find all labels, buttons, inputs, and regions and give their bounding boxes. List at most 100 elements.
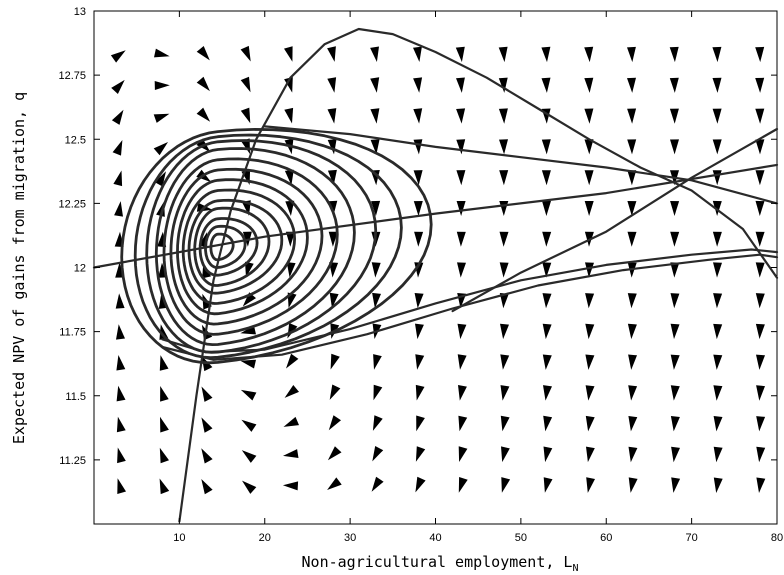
- vector-arrow: [116, 385, 126, 402]
- vector-arrow: [712, 77, 722, 93]
- vector-arrow: [329, 292, 339, 309]
- vector-arrow: [627, 77, 636, 93]
- vector-arrow: [670, 231, 680, 247]
- vector-arrow: [457, 323, 467, 340]
- vector-arrow: [542, 262, 552, 278]
- vector-arrow: [713, 385, 723, 401]
- vector-arrow: [456, 77, 465, 93]
- vector-field: [110, 45, 766, 495]
- vector-arrow: [712, 108, 722, 124]
- vector-arrow: [541, 46, 551, 63]
- vector-arrow: [330, 353, 340, 370]
- vector-arrow: [327, 169, 337, 186]
- vector-arrow: [499, 262, 509, 278]
- vector-arrow: [285, 200, 295, 216]
- vector-arrow: [456, 139, 466, 155]
- vector-arrow: [499, 201, 509, 216]
- vector-arrow: [283, 416, 299, 427]
- x-tick-label: 20: [259, 532, 271, 544]
- vector-arrow: [159, 478, 170, 495]
- vector-arrow: [669, 108, 679, 124]
- vector-arrow: [370, 46, 379, 62]
- vector-arrow: [585, 262, 594, 278]
- vector-arrow: [584, 201, 594, 216]
- vector-arrow: [755, 262, 765, 278]
- vector-arrow: [501, 477, 511, 493]
- y-tick-label: 12.25: [58, 198, 86, 210]
- vector-arrow: [543, 415, 553, 432]
- vector-arrow: [196, 76, 210, 92]
- vector-arrow: [584, 139, 594, 155]
- vector-arrow: [327, 108, 337, 124]
- vector-arrow: [414, 231, 424, 247]
- vector-arrow: [755, 323, 765, 340]
- vector-arrow: [584, 108, 594, 124]
- vector-arrow: [756, 446, 766, 463]
- vector-arrow: [284, 107, 294, 124]
- x-tick-label: 50: [515, 532, 527, 544]
- vector-arrow: [113, 170, 123, 187]
- x-tick-label: 10: [173, 532, 185, 544]
- vector-arrow: [413, 201, 423, 216]
- vector-arrow: [542, 231, 552, 247]
- vector-arrow: [458, 415, 468, 432]
- vector-arrow: [284, 46, 293, 62]
- vector-arrow: [201, 417, 213, 433]
- vector-arrow: [456, 231, 466, 247]
- vector-arrow: [242, 480, 257, 494]
- vector-arrow: [627, 139, 637, 155]
- vector-arrow: [117, 478, 126, 494]
- x-tick-label: 80: [771, 532, 783, 544]
- nullcline-curve: [178, 27, 779, 523]
- vector-arrow: [713, 293, 723, 309]
- vector-arrow: [756, 416, 766, 432]
- x-tick-label: 70: [686, 532, 698, 544]
- vector-arrow: [456, 108, 466, 124]
- vector-arrow: [670, 293, 680, 309]
- vector-arrow: [327, 477, 342, 490]
- nullcline-curve: [92, 163, 779, 269]
- vector-arrow: [670, 139, 679, 155]
- vector-arrow: [245, 261, 254, 278]
- vector-arrow: [713, 323, 723, 340]
- vector-arrow: [415, 446, 426, 462]
- vector-arrow: [114, 201, 123, 217]
- vector-arrow: [670, 201, 680, 216]
- vector-arrow: [153, 113, 170, 123]
- orbit-loop: [145, 139, 378, 354]
- vector-arrow: [413, 77, 423, 93]
- y-axis-ticks: 11.25 11.5 11.75 12 12.25 12.5 12.75 13: [58, 6, 777, 467]
- vector-arrow: [542, 293, 552, 309]
- vector-arrow: [670, 262, 680, 278]
- x-axis-title-subscript: N: [572, 563, 578, 574]
- vector-arrow: [457, 262, 466, 278]
- vector-arrow: [543, 477, 553, 493]
- vector-arrow: [628, 385, 638, 401]
- vector-arrow: [499, 139, 508, 155]
- vector-arrow: [755, 293, 765, 309]
- vector-arrow: [286, 353, 299, 369]
- vector-arrow: [371, 200, 381, 216]
- vector-arrow: [413, 46, 422, 62]
- vector-arrow: [160, 416, 169, 433]
- vector-arrow: [285, 231, 295, 247]
- vector-arrow: [670, 385, 680, 401]
- vector-arrow: [584, 170, 594, 186]
- vector-arrow: [286, 262, 296, 278]
- vector-arrow: [159, 355, 169, 371]
- vector-arrow: [328, 231, 338, 247]
- vector-arrow: [712, 231, 722, 247]
- vector-arrow: [328, 415, 341, 431]
- vector-arrow: [500, 323, 509, 340]
- vector-arrow: [115, 293, 125, 309]
- vector-arrow: [541, 170, 551, 186]
- vector-arrow: [712, 46, 722, 63]
- vector-arrow: [413, 139, 423, 155]
- vector-arrow: [755, 170, 765, 186]
- x-tick-label: 30: [344, 532, 356, 544]
- vector-arrow: [240, 359, 256, 369]
- vector-arrow: [370, 108, 380, 124]
- vector-arrow: [499, 170, 509, 186]
- vector-arrow: [153, 142, 168, 156]
- vector-arrow: [116, 355, 126, 371]
